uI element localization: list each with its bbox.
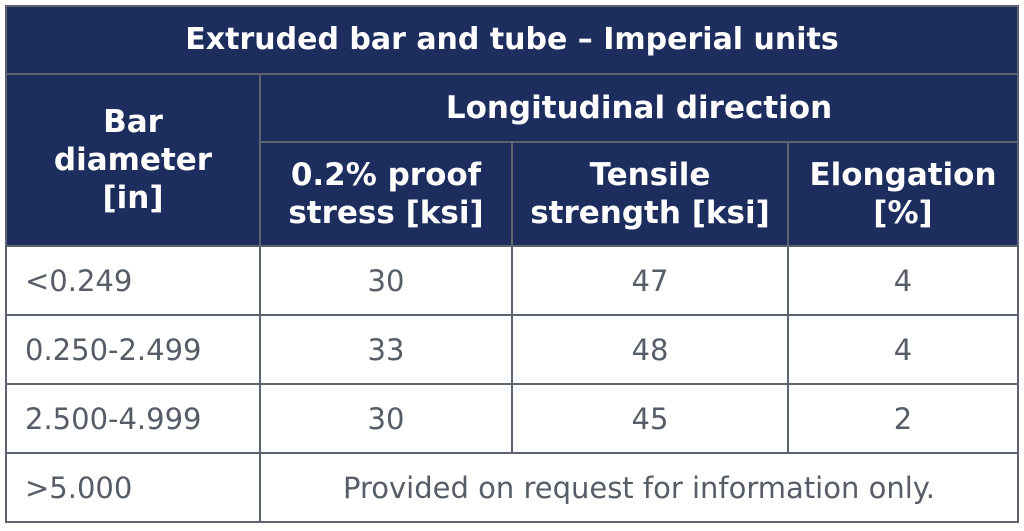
- column-header-bar-diameter: Bar diameter [in]: [5, 73, 261, 247]
- tensile-label-line-2: strength [ksi]: [530, 195, 770, 231]
- cell-note: Provided on request for information only…: [258, 452, 1020, 523]
- proof-label-line-2: stress [ksi]: [288, 195, 484, 231]
- cell-diameter: 0.250-2.499: [5, 314, 261, 385]
- column-header-elongation: Elongation [%]: [786, 141, 1020, 247]
- header-row-group: Bar diameter [in] Longitudinal direction: [5, 73, 1020, 247]
- cell-elongation: 4: [786, 245, 1020, 316]
- table-row: 2.500-4.999 30 45 2: [5, 383, 1020, 454]
- cell-diameter: 2.500-4.999: [5, 383, 261, 454]
- cell-proof-stress: 33: [259, 314, 513, 385]
- table-title-row: Extruded bar and tube – Imperial units: [4, 5, 1020, 75]
- properties-table: Extruded bar and tube – Imperial units B…: [4, 5, 1020, 523]
- cell-diameter: >5.000: [5, 452, 261, 523]
- cell-diameter: <0.249: [5, 245, 261, 316]
- cell-elongation: 4: [786, 314, 1020, 385]
- cell-proof-stress: 30: [259, 383, 513, 454]
- bar-diameter-label-line-2: diameter: [53, 142, 213, 178]
- bar-diameter-label-line-3: [in]: [102, 180, 164, 216]
- column-header-proof-stress: 0.2% proof stress [ksi]: [259, 141, 513, 247]
- table-row: <0.249 30 47 4: [5, 245, 1020, 316]
- elongation-label-line-1: Elongation: [809, 157, 997, 193]
- table-title: Extruded bar and tube – Imperial units: [4, 5, 1020, 75]
- cell-elongation: 2: [786, 383, 1020, 454]
- header-row-columns: 0.2% proof stress [ksi] Tensile strength…: [6, 141, 1020, 247]
- table-row: 0.250-2.499 33 48 4: [5, 314, 1020, 385]
- cell-tensile-strength: 47: [511, 245, 789, 316]
- column-header-tensile-strength: Tensile strength [ksi]: [511, 141, 789, 247]
- elongation-label-line-2: [%]: [873, 195, 933, 231]
- tensile-label-line-1: Tensile: [589, 157, 711, 193]
- cell-tensile-strength: 48: [511, 314, 789, 385]
- table-row-note: >5.000 Provided on request for informati…: [5, 452, 1020, 523]
- bar-diameter-label-line-1: Bar: [103, 104, 163, 140]
- properties-table-container: Extruded bar and tube – Imperial units B…: [4, 5, 1020, 523]
- group-header-longitudinal: Longitudinal direction: [258, 73, 1020, 143]
- cell-proof-stress: 30: [259, 245, 513, 316]
- proof-label-line-1: 0.2% proof: [290, 157, 482, 193]
- cell-tensile-strength: 45: [511, 383, 789, 454]
